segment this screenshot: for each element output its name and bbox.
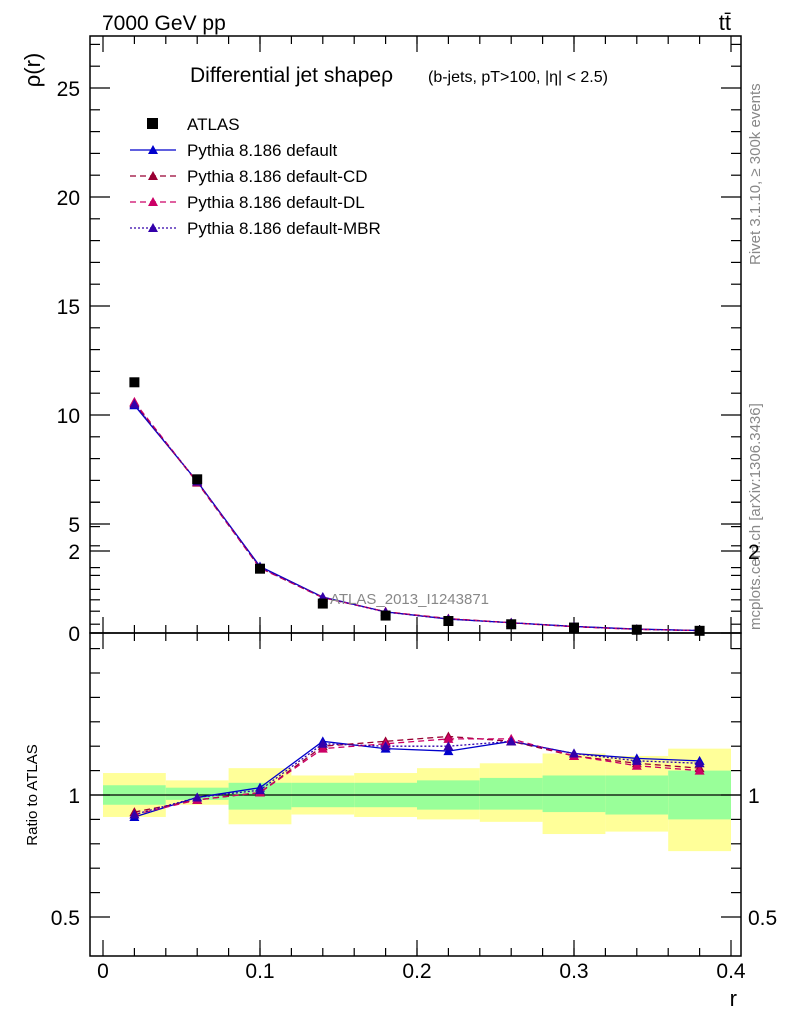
- ratio-point-default_mbr: [506, 736, 517, 746]
- legend-marker-default_cd: [148, 171, 158, 180]
- ratio-point-default: [443, 746, 454, 756]
- ratio-point-default_mbr: [694, 758, 705, 768]
- ratio-point-default_mbr: [192, 792, 203, 802]
- ratio-y-tick-label: 2: [68, 541, 80, 564]
- main-y-tick-label: 25: [57, 78, 80, 101]
- ratio-panel-frame: [89, 632, 742, 957]
- legend-atlas-label: ATLAS: [187, 115, 240, 134]
- ratio-series-line-default_mbr: [134, 740, 700, 816]
- ratio-point-default_mbr: [380, 741, 391, 751]
- legend-label-default_dl: Pythia 8.186 default-DL: [187, 193, 365, 212]
- atlas-data-point: [317, 598, 328, 609]
- main-y-label: ρ(r): [20, 53, 45, 88]
- mcplots-label: mcplots.cern.ch [arXiv:1306.3436]: [747, 403, 764, 630]
- atlas-data-point: [129, 377, 140, 388]
- main-point-default_mbr: [129, 399, 140, 409]
- ratio-point-default_dl: [694, 765, 705, 775]
- watermark: ATLAS_2013_I1243871: [330, 591, 489, 608]
- x-tick-label: 0.3: [559, 960, 588, 983]
- main-title-text: Differential jet shape: [190, 64, 381, 87]
- main-subtitle: (b-jets, pT>100, |η| < 2.5): [428, 69, 608, 86]
- ratio-point-default_mbr: [443, 741, 454, 751]
- main-title-symbol: ρ: [381, 64, 393, 87]
- legend-marker-default_mbr: [148, 223, 158, 232]
- main-y-tick-label: 10: [57, 405, 80, 428]
- legend-marker-default_dl: [148, 197, 158, 206]
- atlas-data-point: [506, 619, 517, 630]
- main-title: Differential jet shapeρ: [190, 64, 393, 87]
- atlas-data-point: [569, 622, 579, 633]
- x-tick-label: 0.4: [716, 960, 746, 983]
- main-y-tick-label: 0: [68, 623, 80, 646]
- main-panel: 0 5 10 15 20 25 ATLAS_2013_I1243871 ρ(r) Diff…: [20, 35, 742, 646]
- main-y-tick-label: 20: [57, 187, 80, 210]
- rivet-label: Rivet 3.1.10, ≥ 300k events: [747, 83, 764, 265]
- ratio-y-tick-label-right: 2: [748, 541, 760, 564]
- x-tick-label: 0.1: [245, 960, 274, 983]
- atlas-data-point: [255, 563, 265, 574]
- x-tick-label: 0: [97, 960, 109, 983]
- legend-label-default_mbr: Pythia 8.186 default-MBR: [187, 219, 381, 238]
- atlas-data-point: [192, 474, 203, 485]
- ratio-y-label: Ratio to ATLAS: [24, 744, 41, 845]
- legend-atlas-marker: [147, 118, 158, 129]
- ratio-point-default_mbr: [631, 755, 642, 765]
- ratio-point-default_dl: [317, 743, 328, 753]
- ratio-point-default_mbr: [317, 738, 328, 748]
- ratio-y-tick-label: 1: [68, 785, 80, 808]
- ratio-series-line-default_cd: [134, 735, 700, 813]
- ratio-y-tick-label: 0.5: [51, 907, 80, 930]
- legend-label-default_cd: Pythia 8.186 default-CD: [187, 167, 368, 186]
- atlas-data-point: [631, 624, 642, 635]
- ratio-band-inner: [479, 777, 543, 810]
- atlas-data-point: [380, 610, 391, 621]
- x-axis-label: r: [730, 986, 737, 1011]
- ratio-band-inner: [542, 775, 606, 813]
- ratio-panel: 0.5 0.5 1 1 2 2 0 0.1 0.2 0.3 0.4 Ratio to ATLAS r: [24, 501, 777, 1011]
- legend: ATLAS Pythia 8.186 default Pythia 8.186 de…: [130, 115, 381, 238]
- atlas-data-point: [694, 625, 705, 636]
- ratio-series-line-default: [134, 740, 700, 818]
- main-series-line-default_mbr: [133, 403, 700, 632]
- x-tick-label: 0.2: [402, 960, 431, 983]
- legend-label-default: Pythia 8.186 default: [187, 141, 338, 160]
- ratio-y-tick-label-right: 1: [748, 785, 760, 808]
- ratio-point-default_mbr: [129, 809, 140, 819]
- ratio-point-default_dl: [631, 760, 642, 770]
- legend-marker-default: [148, 145, 158, 154]
- main-y-tick-label: 5: [68, 514, 80, 537]
- ratio-y-tick-label-right: 0.5: [748, 907, 777, 930]
- ratio-point-default_mbr: [255, 785, 265, 795]
- ratio-point-default_dl: [443, 733, 454, 743]
- atlas-data-point: [443, 616, 454, 627]
- process-label: tt̄: [719, 10, 731, 35]
- energy-label: 7000 GeV pp: [102, 12, 226, 35]
- main-y-tick-label: 15: [57, 296, 80, 319]
- ratio-point-default_mbr: [569, 748, 579, 758]
